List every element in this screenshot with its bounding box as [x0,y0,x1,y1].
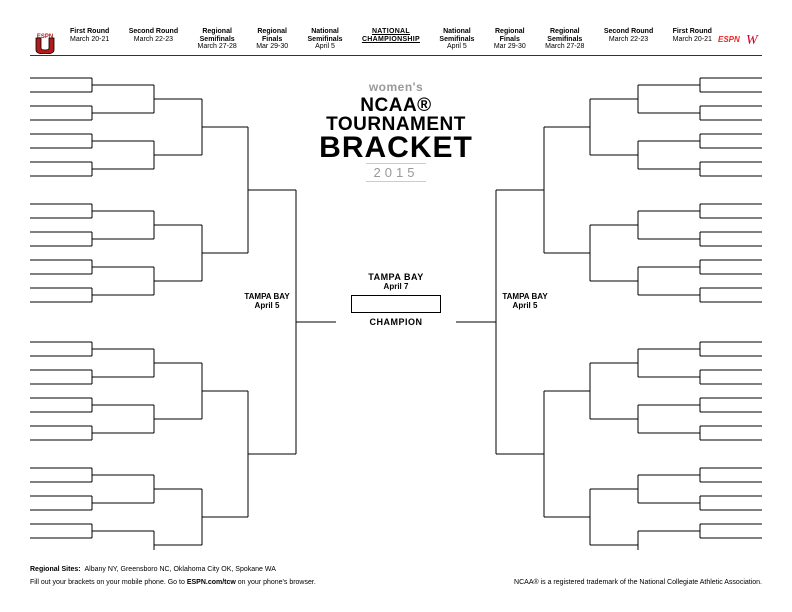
round-col: First RoundMarch 20-21 [673,28,712,51]
header-bar: ESPN First RoundMarch 20-21 Second Round… [30,28,762,56]
round-col: Second RoundMarch 22-23 [129,28,178,51]
espnw-logo: ESPN W [718,32,762,46]
round-col: Regional SemifinalsMarch 27-28 [545,28,584,51]
mobile-note: Fill out your brackets on your mobile ph… [30,579,316,586]
round-col-champ: NATIONAL CHAMPIONSHIP [362,28,420,51]
round-col: First RoundMarch 20-21 [70,28,109,51]
round-headers: First RoundMarch 20-21 Second RoundMarch… [70,28,712,51]
round-col: Regional FinalsMar 29-30 [256,28,288,51]
round-col: National SemifinalsApril 5 [308,28,343,51]
bracket-lines [30,70,762,550]
espnu-logo: ESPN [30,28,60,54]
regional-sites: Regional Sites: Albany NY, Greensboro NC… [30,566,762,573]
round-col: National SemifinalsApril 5 [439,28,474,51]
trademark-note: NCAA® is a registered trademark of the N… [514,579,762,586]
round-col: Regional FinalsMar 29-30 [494,28,526,51]
round-col: Second RoundMarch 22-23 [604,28,653,51]
svg-text:ESPN: ESPN [718,35,740,44]
footer: Regional Sites: Albany NY, Greensboro NC… [30,566,762,586]
svg-text:W: W [746,33,759,46]
round-col: Regional SemifinalsMarch 27-28 [198,28,237,51]
